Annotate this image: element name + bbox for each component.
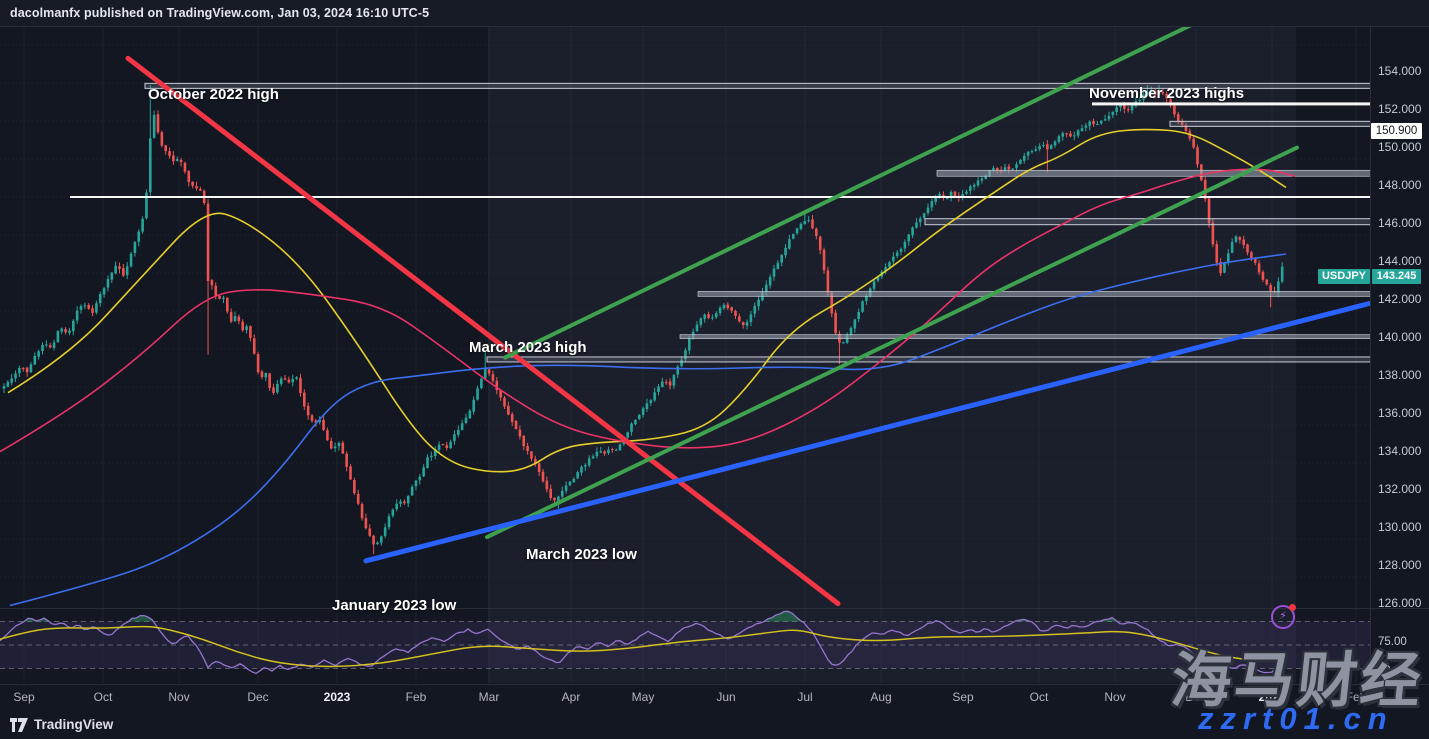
- time-tick: Jul: [797, 690, 813, 704]
- ma-pink[interactable]: [0, 168, 1296, 453]
- price-tick: 144.000: [1378, 254, 1422, 268]
- time-tick: 2023: [323, 690, 351, 704]
- time-axis[interactable]: Sep Oct Nov Dec 2023 Feb Mar Apr May Jun Jul Aug Sep…: [0, 684, 1429, 711]
- rsi-tick: 75.00: [1378, 635, 1407, 648]
- time-tick: Dec: [247, 690, 269, 704]
- price-tick: 126.000: [1378, 596, 1422, 610]
- chart-annotation[interactable]: January 2023 low: [332, 597, 457, 614]
- time-tick: May: [631, 690, 655, 704]
- rsi-tick: 50.00: [1378, 665, 1407, 677]
- ma-blue[interactable]: [9, 253, 1287, 607]
- price-axis-border: [1370, 27, 1371, 684]
- price-tick: 150.000: [1378, 140, 1422, 154]
- last-price-badge: USDJPY 143.245: [1318, 268, 1421, 284]
- horizontal-levels[interactable]: [70, 82, 1370, 363]
- symbol-name-label: USDJPY: [1318, 268, 1370, 284]
- time-tick: Feb: [405, 690, 427, 704]
- rsi-band: [0, 621, 1370, 669]
- technicals-lightning-icon[interactable]: ⚡: [1271, 604, 1296, 629]
- green-channel-upper[interactable]: [503, 27, 1193, 360]
- price-tick: 136.000: [1378, 406, 1422, 420]
- time-tick: Nov: [168, 690, 190, 704]
- time-tick: Jun: [716, 690, 736, 704]
- price-tick: 132.000: [1378, 482, 1422, 496]
- time-tick: Aug: [870, 690, 892, 704]
- chart-annotation[interactable]: March 2023 low: [526, 546, 637, 563]
- tradingview-logo-text: TradingView: [34, 717, 114, 732]
- pane-separator[interactable]: [0, 608, 1429, 609]
- price-tick: 128.000: [1378, 558, 1422, 572]
- time-tick: Apr: [561, 690, 581, 704]
- notification-dot: [1289, 604, 1296, 611]
- time-tick: Mar: [478, 690, 500, 704]
- publish-bar: dacolmanfx published on TradingView.com,…: [0, 0, 1429, 27]
- price-tick: 154.000: [1378, 64, 1422, 78]
- red-downtrend-from-october-2022-high[interactable]: [125, 55, 841, 607]
- green-channel-lower[interactable]: [485, 145, 1299, 540]
- tradingview-logo[interactable]: TradingView: [10, 717, 113, 732]
- rsi-line[interactable]: [0, 610, 1285, 675]
- time-tick: Sep: [952, 690, 974, 704]
- chart-annotation[interactable]: October 2022 high: [148, 86, 279, 103]
- chart-area: 154.000 152.000 150.000 148.000 146.000 144.0…: [0, 27, 1429, 706]
- time-tick: Feb: [1345, 690, 1367, 704]
- last-price-label: 143.245: [1372, 268, 1421, 284]
- price-tick: 140.000: [1378, 330, 1422, 344]
- candlesticks: [2, 84, 1284, 555]
- price-tick: 138.000: [1378, 368, 1422, 382]
- price-tick: 146.000: [1378, 216, 1422, 230]
- publish-line: dacolmanfx published on TradingView.com,…: [10, 6, 430, 20]
- time-tick: Dec: [1185, 690, 1207, 704]
- chart-annotation[interactable]: November 2023 highs: [1089, 85, 1245, 102]
- bottom-bar: TradingView: [0, 710, 1429, 739]
- rsi-signal-line[interactable]: [0, 625, 1287, 668]
- ma-yellow[interactable]: [7, 128, 1287, 473]
- tradingview-logo-icon: [10, 717, 28, 732]
- time-tick: Sep: [13, 690, 35, 704]
- blue-uptrend-from-january-2023-low[interactable]: [363, 288, 1370, 564]
- time-tick: Oct: [1029, 690, 1049, 704]
- chart-annotation[interactable]: March 2023 high: [469, 339, 587, 356]
- time-tick: 2024: [1258, 690, 1286, 704]
- watermark-url-text: zzrt01.cn: [1198, 701, 1394, 736]
- price-tick: 148.000: [1378, 178, 1422, 192]
- price-tick: 130.000: [1378, 520, 1422, 534]
- time-tick: Nov: [1104, 690, 1126, 704]
- price-tick: 134.000: [1378, 444, 1422, 458]
- time-tick: Oct: [93, 690, 113, 704]
- marked-price-label: 150.900: [1371, 122, 1422, 139]
- price-chart-canvas[interactable]: [0, 27, 1370, 684]
- price-tick: 142.000: [1378, 292, 1422, 306]
- price-tick: 152.000: [1378, 102, 1422, 116]
